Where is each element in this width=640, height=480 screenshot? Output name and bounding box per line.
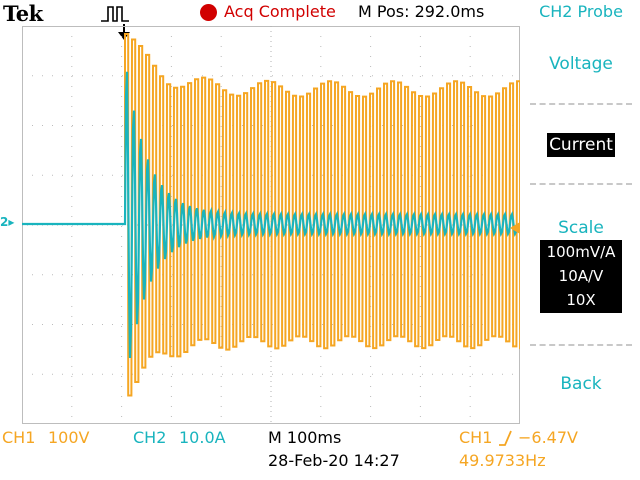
menu-item-voltage[interactable]: Voltage <box>549 54 613 74</box>
ch1-level-arrow-icon <box>510 222 520 234</box>
trigger-frequency: 49.9733Hz <box>459 451 546 470</box>
scale-value-box[interactable]: 100mV/A 10A/V 10X <box>540 240 622 313</box>
datetime: 28-Feb-20 14:27 <box>268 451 400 470</box>
ch2-ground-marker: 2▸ <box>0 215 14 229</box>
ch1-waveform <box>124 33 520 397</box>
trigger-pulse-icon <box>101 6 129 22</box>
menu-title: CH2 Probe <box>539 2 623 21</box>
menu-item-scale[interactable]: Scale <box>558 218 604 238</box>
probe-side-menu: CH2 Probe Voltage Current Scale 100mV/A … <box>522 0 640 424</box>
timebase: M 100ms <box>268 428 342 447</box>
ch1-scale: 100V <box>48 428 90 447</box>
brand-logo: Tek <box>3 1 43 26</box>
ch2-ground-label: 2 <box>0 215 9 229</box>
waveform-display[interactable] <box>22 26 520 424</box>
menu-item-current[interactable]: Current <box>547 133 615 157</box>
main-position: M Pos: 292.0ms <box>358 2 485 21</box>
readout-bar: CH1 100V CH2 10.0A M 100ms 28-Feb-20 14:… <box>0 424 640 480</box>
menu-divider <box>530 344 632 346</box>
acquisition-indicator-icon <box>200 4 217 21</box>
ch2-scale: 10.0A <box>179 428 226 447</box>
scale-value: 10A/V <box>558 267 604 285</box>
menu-item-back[interactable]: Back <box>560 374 602 394</box>
status-bar: Tek Acq Complete M Pos: 292.0ms <box>0 0 520 26</box>
trigger-level: −6.47V <box>518 428 578 447</box>
ch2-waveform <box>22 71 519 359</box>
ch1-label: CH1 <box>2 428 36 447</box>
waveform-plot <box>22 26 520 424</box>
rising-edge-icon <box>499 430 512 446</box>
ch2-label: CH2 <box>133 428 167 447</box>
scale-value: 10X <box>566 291 596 309</box>
acquisition-status: Acq Complete <box>224 2 336 21</box>
menu-divider <box>530 103 632 105</box>
trigger-source: CH1 <box>459 428 493 447</box>
menu-divider <box>530 183 632 185</box>
scale-value: 100mV/A <box>546 243 616 261</box>
